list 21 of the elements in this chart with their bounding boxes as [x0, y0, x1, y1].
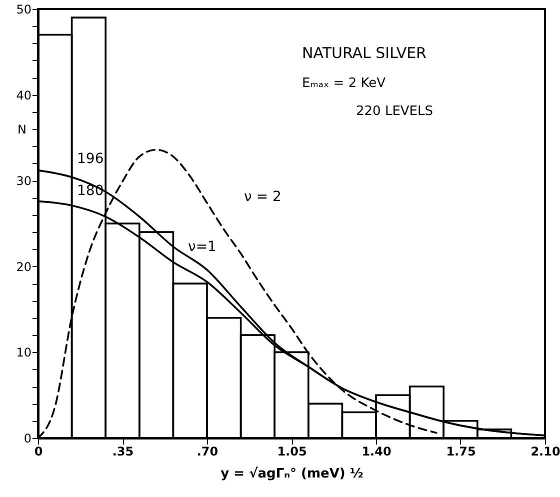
y-tick-label: 0 [24, 432, 32, 446]
x-tick-label: 0 [34, 444, 43, 458]
y-tick-label: 20 [16, 260, 32, 274]
x-tick-label: 1.40 [362, 444, 392, 458]
annotation: 220 LEVELS [356, 104, 434, 119]
y-tick-label: 40 [16, 88, 32, 102]
y-axis-title: N [18, 122, 26, 136]
x-tick-label: 1.75 [446, 444, 476, 458]
y-tick-label: 10 [16, 346, 32, 360]
text: NATURAL SILVER [302, 44, 426, 62]
annotation: ν=1 [188, 239, 216, 255]
text: Eₘₐₓ = 2 KeV [302, 76, 386, 91]
x-tick-label: 1.05 [277, 444, 307, 458]
annotation: ν = 2 [244, 189, 282, 205]
x-tick-label: 2.10 [530, 444, 560, 458]
x-tick-label: .70 [196, 444, 218, 458]
y-tick-label: 30 [16, 174, 32, 188]
annotation: 196 [77, 151, 104, 167]
y-tick-label: 50 [16, 2, 32, 16]
x-axis-title: y = √agΓₙ° (meV) ½ [220, 466, 364, 482]
x-tick-label: .35 [112, 444, 134, 458]
